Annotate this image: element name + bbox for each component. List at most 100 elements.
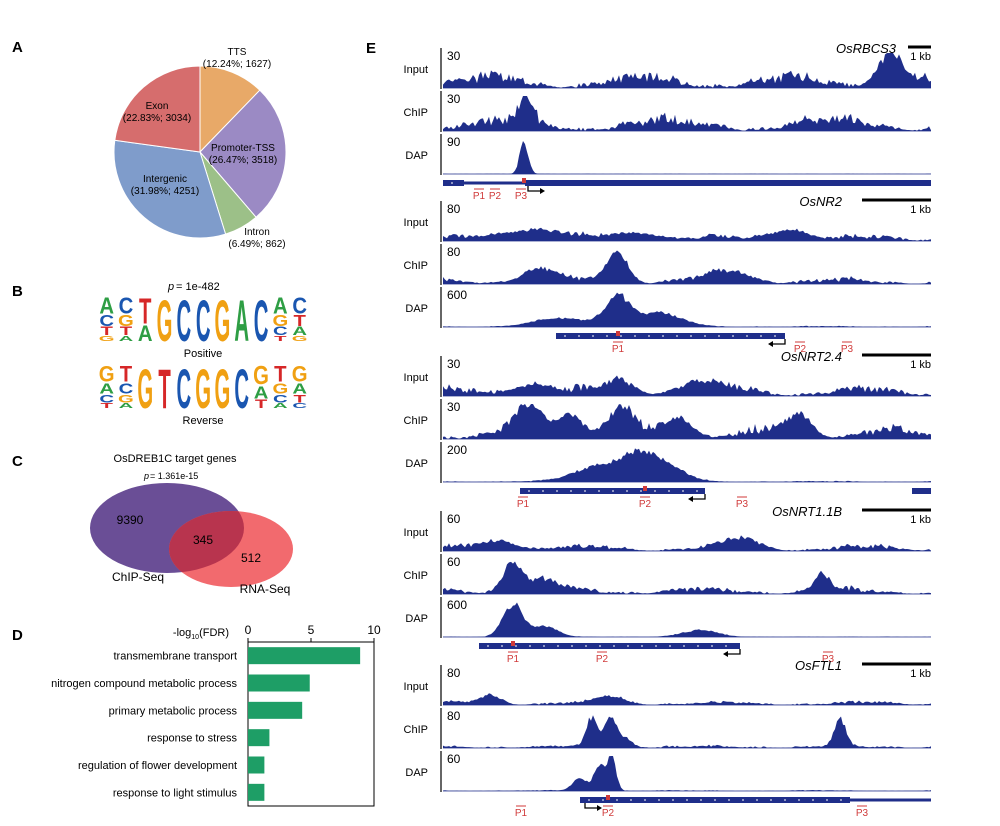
gene-model-intron-mark xyxy=(746,335,748,337)
track-row-label: ChIP xyxy=(404,107,428,119)
gene-model-intron-mark xyxy=(686,799,688,801)
panel-letter-a: A xyxy=(12,39,23,56)
gene-model-intron-mark xyxy=(700,799,702,801)
motif-letter: C xyxy=(99,312,114,329)
scale-bar-label: 1 kb xyxy=(910,514,931,526)
venn-name-chipseq: ChIP-Seq xyxy=(112,570,164,584)
tss-arrow xyxy=(728,649,741,655)
motif-letter: T xyxy=(100,324,112,337)
pie-chart xyxy=(113,65,287,239)
bar xyxy=(248,756,265,774)
coverage-track xyxy=(443,535,931,551)
motif-letter: C xyxy=(234,357,249,419)
gene-model-intron-mark xyxy=(798,799,800,801)
track-row-label: DAP xyxy=(405,458,428,470)
venn-overlap xyxy=(169,511,244,573)
probe-label: P1 xyxy=(515,808,528,819)
venn-p-value: = 1.361e-15 xyxy=(150,471,198,481)
motif-letter: T xyxy=(293,393,305,405)
motif-letter: A xyxy=(292,324,307,337)
gene-model-intron-mark xyxy=(696,490,698,492)
gene-model-intron-mark xyxy=(501,645,503,647)
track-max-value: 90 xyxy=(447,135,461,149)
gene-model-intron-mark xyxy=(564,335,566,337)
motif-caption-reverse: Reverse xyxy=(183,415,224,427)
gene-model-intron-mark xyxy=(620,335,622,337)
probe-label: P3 xyxy=(841,344,854,355)
probe-marker xyxy=(522,178,526,183)
gene-model-intron-mark xyxy=(602,799,604,801)
motif-letter: T xyxy=(293,312,305,329)
tss-arrow xyxy=(527,186,540,192)
tss-arrow-head xyxy=(540,188,545,194)
gene-model-intron-mark xyxy=(557,645,559,647)
tss-arrow-head xyxy=(597,805,602,811)
scale-bar-label: 1 kb xyxy=(910,668,931,680)
gene-model-intron-mark xyxy=(487,645,489,647)
bar-axis-tick-label: 0 xyxy=(245,623,252,637)
motif-letter: T xyxy=(274,335,287,343)
coverage-track xyxy=(443,561,931,594)
pie-pct-intergenic: (31.98%; 4251) xyxy=(131,186,199,197)
motif-letter: A xyxy=(99,380,114,397)
motif-letter: G xyxy=(137,357,153,419)
motif-letter: T xyxy=(255,397,268,411)
gene-model-intron-mark xyxy=(784,799,786,801)
gene-model-intron-mark xyxy=(588,799,590,801)
gene-model-intron-mark xyxy=(662,335,664,337)
gene-model-intron-mark xyxy=(528,490,530,492)
bar xyxy=(248,674,310,692)
gene-model-intron-mark xyxy=(640,490,642,492)
gene-name: OsNR2 xyxy=(799,194,842,209)
gene-model-intron-mark xyxy=(598,490,600,492)
motif-caption-positive: Positive xyxy=(184,348,223,360)
pie-pct-exon: (22.83%; 3034) xyxy=(123,113,191,124)
gene-model-intron-mark xyxy=(599,645,601,647)
track-row-label: ChIP xyxy=(404,415,428,427)
motif-p-label: p xyxy=(167,281,174,293)
pie-label-intron: Intron xyxy=(244,227,270,238)
track-max-value: 200 xyxy=(447,443,467,457)
gene-model xyxy=(525,180,931,186)
gene-model xyxy=(443,180,464,186)
probe-label: P1 xyxy=(517,499,530,510)
pie-pct-promoter: (26.47%; 3518) xyxy=(209,155,277,166)
coverage-track xyxy=(443,693,931,705)
track-max-value: 80 xyxy=(447,245,461,259)
gene-model-intron-mark xyxy=(840,799,842,801)
probe-label: P3 xyxy=(736,499,749,510)
motif-letter: G xyxy=(195,357,211,419)
gene-model-intron-mark xyxy=(760,335,762,337)
gene-model xyxy=(479,643,740,649)
probe-label: P2 xyxy=(489,191,502,202)
bar xyxy=(248,701,303,719)
gene-model-intron-mark xyxy=(592,335,594,337)
gene-model-intron-mark xyxy=(626,490,628,492)
motif-letter: T xyxy=(139,291,151,332)
panel-letter-e: E xyxy=(366,40,376,57)
probe-label: P2 xyxy=(794,344,807,355)
venn-title: OsDREB1C target genes xyxy=(114,453,237,465)
gene-model xyxy=(556,333,785,339)
motif-letter: A xyxy=(119,402,134,410)
panel-letter-b: B xyxy=(12,283,23,300)
motif-letter: G xyxy=(118,393,134,405)
gene-model-intron-mark xyxy=(585,645,587,647)
bar-category-label: primary metabolic process xyxy=(109,705,238,717)
gene-model-intron-mark xyxy=(606,335,608,337)
pie-labels: TTS (12.24%; 1627) Promoter-TSS (26.47%;… xyxy=(123,47,286,250)
pie-label-tts: TTS xyxy=(228,47,247,58)
gene-model-intron-mark xyxy=(756,799,758,801)
panel-letter-c: C xyxy=(12,453,23,470)
bar-axis-tick-label: 10 xyxy=(367,623,381,637)
gene-model-intron-mark xyxy=(669,645,671,647)
probe-label: P1 xyxy=(473,191,486,202)
gene-model-intron-mark xyxy=(630,799,632,801)
gene-model-intron-mark xyxy=(725,645,727,647)
gene-model-intron-mark xyxy=(644,799,646,801)
gene-model-intron-mark xyxy=(704,335,706,337)
gene-name: OsRBCS3 xyxy=(836,41,897,56)
tss-arrow xyxy=(584,803,597,809)
motif-letter: C xyxy=(196,289,211,354)
motif-letter: A xyxy=(273,402,288,410)
